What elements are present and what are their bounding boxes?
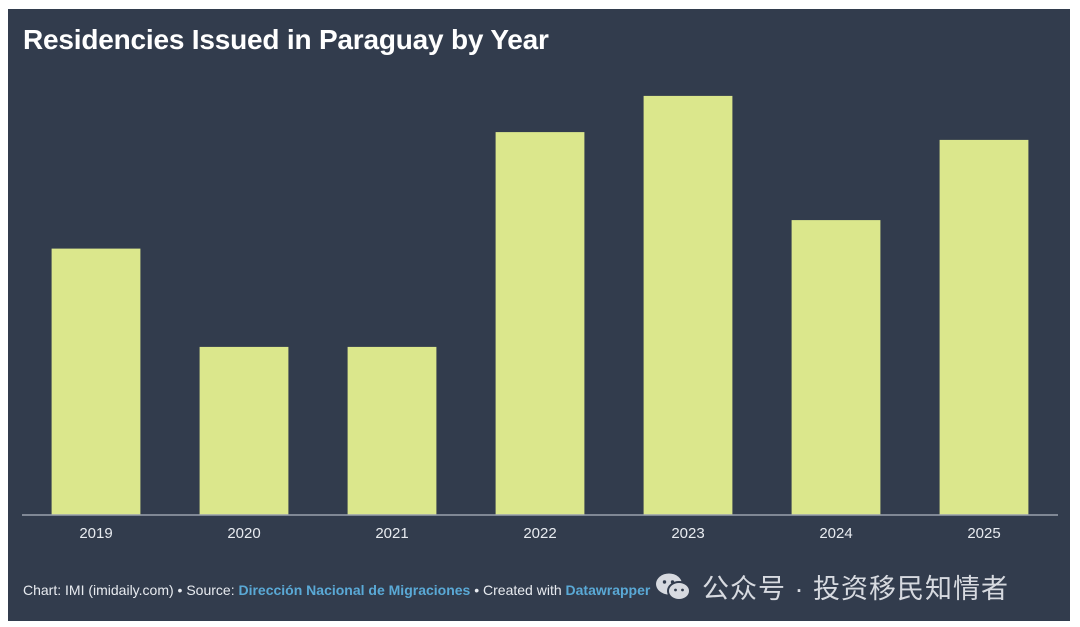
- bar-chart: 2019 2020 2021 2022 2023 2024 2025: [22, 95, 1058, 542]
- x-tick-label-2025: 2025: [967, 525, 1000, 542]
- x-tick-label-2019: 2019: [79, 525, 112, 542]
- x-tick-label-2021: 2021: [375, 525, 408, 542]
- watermark-text: 公众号 · 投资移民知情者: [702, 574, 1009, 604]
- chart-card: Residencies Issued in Paraguay by Year 2…: [8, 9, 1070, 621]
- wechat-icon: [656, 573, 691, 601]
- bar-2022: [495, 132, 585, 515]
- wechat-watermark: 公众号 · 投资移民知情者: [654, 567, 1009, 606]
- chart-footer: Chart: IMI (imidaily.com) • Source: Dire…: [23, 582, 650, 598]
- bar-2024: [791, 220, 881, 515]
- bar-2021: [347, 346, 437, 515]
- footer-separator-2: •: [474, 582, 480, 598]
- x-tick-label-2023: 2023: [671, 525, 704, 542]
- source-prefix: Source:: [186, 582, 235, 598]
- chart-credit: Chart: IMI (imidaily.com): [23, 582, 174, 598]
- bar-2023: [643, 95, 733, 516]
- source-link[interactable]: Dirección Nacional de Migraciones: [238, 582, 471, 598]
- created-with-prefix: Created with: [483, 582, 562, 598]
- x-tick-label-2020: 2020: [227, 525, 260, 542]
- bar-2020: [199, 346, 289, 515]
- datawrapper-link[interactable]: Datawrapper: [565, 582, 651, 598]
- bar-2025: [939, 139, 1029, 515]
- x-tick-label-2022: 2022: [523, 525, 556, 542]
- footer-separator: •: [177, 582, 183, 598]
- bar-2019: [51, 248, 141, 515]
- chart-title: Residencies Issued in Paraguay by Year: [23, 24, 549, 55]
- x-tick-label-2024: 2024: [819, 525, 852, 542]
